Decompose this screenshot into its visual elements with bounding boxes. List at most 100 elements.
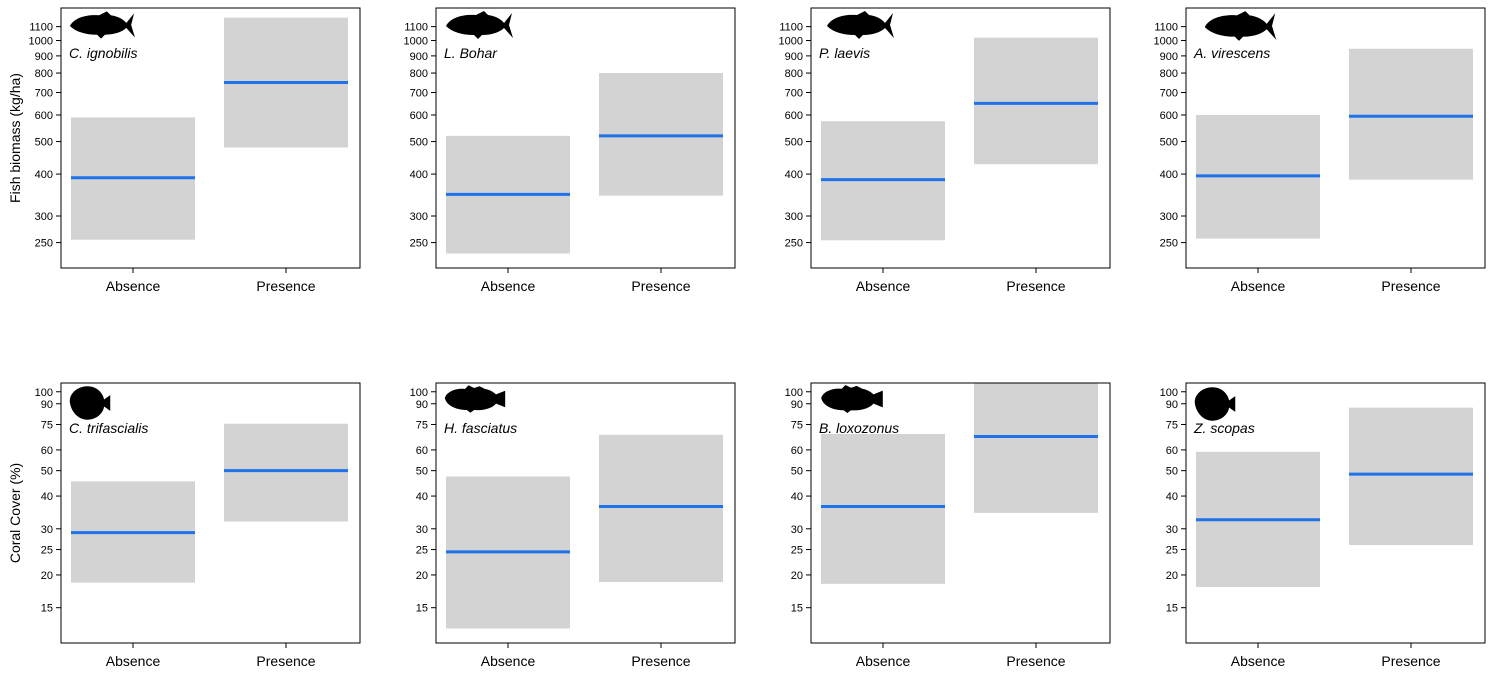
y-tick-label: 600 [1160,110,1178,122]
tang-silhouette-icon [1194,387,1236,421]
y-tick-label: 500 [410,137,428,149]
y-tick-label: 300 [1160,211,1178,223]
y-tick-label: 40 [1166,491,1178,503]
y-tick-label: 20 [791,570,803,582]
y-tick-label: 1000 [1154,36,1178,48]
plot-frame [435,382,736,644]
y-tick-label: 900 [785,51,803,63]
y-tick-label: 60 [41,445,53,457]
y-tick-label: 100 [35,387,53,399]
plot-frame [60,7,361,269]
y-tick-label: 100 [785,387,803,399]
y-tick-label: 500 [35,137,53,149]
y-tick-label: 15 [1166,603,1178,615]
y-tick-label: 800 [1160,68,1178,80]
hawkfish-silhouette-icon [821,385,883,413]
y-tick-label: 75 [1166,420,1178,432]
y-tick-label: 300 [35,211,53,223]
y-tick-label: 800 [410,68,428,80]
y-tick-label: 25 [416,545,428,557]
x-tick-label: Presence [1006,278,1065,294]
y-tick-label: 25 [1166,545,1178,557]
y-tick-label: 800 [785,68,803,80]
interval-box [599,434,723,582]
plot-frame [60,382,361,644]
species-label: P. laevis [819,45,870,61]
y-tick-label: 600 [35,110,53,122]
y-tick-label: 700 [35,88,53,100]
panel: A. virescens 250 300 400 500 600 700 800 900 1000… [1154,7,1486,294]
y-tick-label: 600 [785,110,803,122]
y-tick-label: 700 [410,88,428,100]
y-tick-label: 75 [791,420,803,432]
y-tick-label: 50 [41,466,53,478]
y-tick-label: 400 [785,169,803,181]
trevally-silhouette-icon [69,11,136,39]
hawkfish-silhouette-icon [444,385,506,413]
y-tick-label: 40 [416,491,428,503]
plot-frame [1185,382,1486,644]
plot-frame [810,7,1111,269]
y-tick-label: 300 [410,211,428,223]
interval-box [974,37,1098,165]
y-tick-label: 400 [35,169,53,181]
interval-box [1349,48,1473,180]
y-tick-label: 30 [41,524,53,536]
y-tick-label: 30 [416,524,428,536]
y-tick-label: 250 [410,238,428,250]
y-tick-label: 900 [410,51,428,63]
y-tick-label: 800 [35,68,53,80]
x-tick-label: Presence [256,278,315,294]
plot-area [71,423,348,583]
y-axis-title: Fish biomass (kg/ha) [7,73,23,203]
y-tick-label: 30 [791,524,803,536]
y-tick-label: 500 [785,137,803,149]
plot-area [446,73,723,254]
y-tick-label: 90 [1166,399,1178,411]
species-label: C. trifascialis [69,420,148,436]
y-tick-label: 60 [1166,445,1178,457]
plot-area [1196,407,1473,587]
y-tick-label: 20 [416,570,428,582]
panel: P. laevis 250 300 400 500 600 700 800 900 1000 110… [779,7,1111,294]
y-tick-label: 20 [41,570,53,582]
plot-frame [1185,7,1486,269]
y-tick-label: 1100 [779,22,803,34]
y-tick-label: 75 [41,420,53,432]
y-tick-label: 25 [791,545,803,557]
y-tick-label: 60 [416,445,428,457]
jobfish-silhouette-icon [1204,11,1277,41]
x-tick-label: Presence [1381,653,1440,669]
species-label: C. ignobilis [69,45,137,61]
y-tick-label: 20 [1166,570,1178,582]
y-tick-label: 100 [410,387,428,399]
interval-box [1349,407,1473,546]
y-tick-label: 600 [410,110,428,122]
y-tick-label: 1100 [404,22,428,34]
y-tick-label: 700 [1160,88,1178,100]
x-tick-label: Absence [106,278,161,294]
y-tick-label: 1000 [404,36,428,48]
interval-box [224,423,348,522]
interval-box [821,433,945,584]
interval-box [974,383,1098,513]
x-tick-label: Absence [856,278,911,294]
y-tick-label: 40 [791,491,803,503]
species-label: L. Bohar [444,45,498,61]
plot-frame [435,7,736,269]
y-tick-label: 1000 [29,36,53,48]
x-tick-label: Absence [1231,278,1286,294]
y-tick-label: 30 [1166,524,1178,536]
y-tick-label: 90 [41,399,53,411]
y-tick-label: 700 [785,88,803,100]
y-tick-label: 1100 [29,22,53,34]
y-tick-label: 15 [41,603,53,615]
y-tick-label: 40 [41,491,53,503]
species-label: A. virescens [1193,45,1270,61]
y-tick-label: 250 [35,238,53,250]
butterflyfish-silhouette-icon [69,386,111,420]
